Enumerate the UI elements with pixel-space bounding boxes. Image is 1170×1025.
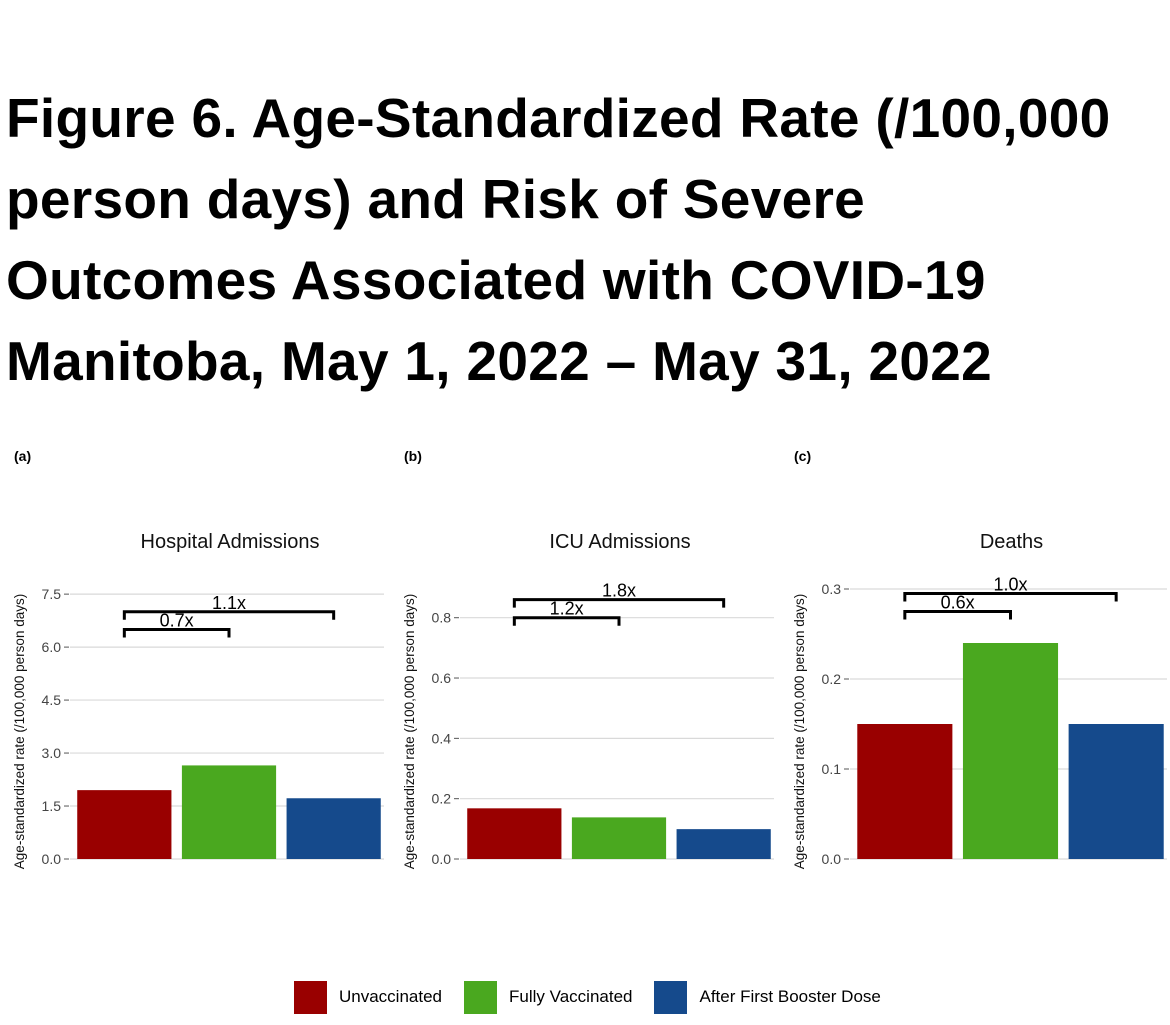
bracket-label: 0.6x — [941, 593, 975, 613]
bracket-line — [512, 616, 621, 626]
y-tick-label: 0.1 — [822, 761, 842, 777]
title-line: Figure 6. Age-Standardized Rate (/100,00… — [6, 87, 1111, 149]
y-tick-label: 0.4 — [432, 730, 452, 746]
bracket-line — [122, 627, 231, 638]
y-axis-label: Age-standardized rate (/100,000 person d… — [12, 594, 27, 869]
chart-title: Deaths — [980, 531, 1043, 553]
y-tick-label: 0.0 — [432, 851, 452, 867]
bar-after-first-booster-dose — [286, 798, 381, 859]
y-axis-label: Age-standardized rate (/100,000 person d… — [792, 594, 807, 869]
bracket-label: 1.8x — [602, 581, 636, 601]
bar-fully-vaccinated — [962, 643, 1059, 859]
chart-title: Hospital Admissions — [141, 531, 320, 553]
comparison-bracket: 1.8x — [512, 581, 726, 608]
bar-after-first-booster-dose — [1068, 724, 1164, 859]
panel-label: (a) — [14, 448, 32, 464]
panel-label: (b) — [404, 448, 422, 464]
legend-label: After First Booster Dose — [699, 987, 881, 1006]
comparison-bracket: 0.7x — [122, 610, 231, 638]
panel-deaths: (c) Deaths Age-standardized rate (/100,00… — [792, 440, 1170, 900]
bracket-label: 1.2x — [550, 599, 584, 619]
comparison-bracket: 1.2x — [512, 599, 621, 626]
y-tick-label: 7.5 — [42, 586, 62, 602]
bracket-label: 1.0x — [993, 575, 1027, 595]
y-tick-label: 0.2 — [432, 791, 452, 807]
legend-swatch — [654, 980, 688, 1014]
title-line: Manitoba, May 1, 2022 – May 31, 2022 — [6, 330, 993, 392]
y-tick-label: 0.0 — [42, 851, 62, 867]
bracket-line — [903, 610, 1012, 620]
title-line: person days) and Risk of Severe — [6, 168, 866, 230]
y-tick-label: 0.3 — [822, 581, 842, 597]
bracket-line — [903, 592, 1118, 602]
legend-item-booster: After First Booster Dose — [654, 980, 881, 1014]
comparison-bracket: 0.6x — [903, 593, 1012, 620]
figure-title: Figure 6. Age-Standardized Rate (/100,00… — [6, 78, 1166, 402]
y-axis-label: Age-standardized rate (/100,000 person d… — [402, 594, 417, 869]
chart-deaths: Deaths Age-standardized rate (/100,000 pe… — [792, 531, 1167, 869]
bar-fully-vaccinated — [571, 817, 667, 859]
y-tick-label: 0.2 — [822, 671, 842, 687]
y-tick-label: 0.6 — [432, 670, 452, 686]
y-tick-label: 4.5 — [42, 692, 62, 708]
legend-swatch — [464, 980, 498, 1014]
bracket-line — [122, 610, 336, 620]
y-tick-label: 3.0 — [42, 745, 62, 761]
y-tick-label: 1.5 — [42, 798, 62, 814]
panel-icu-admissions: (b) ICU Admissions Age-standardized rate … — [402, 440, 787, 900]
bracket-line — [512, 598, 726, 608]
bar-unvaccinated — [77, 790, 172, 859]
comparison-bracket: 1.1x — [122, 593, 336, 620]
title-line: Outcomes Associated with COVID-19 — [6, 249, 986, 311]
y-tick-label: 6.0 — [42, 639, 62, 655]
panel-hospital-admissions: (a) Hospital Admissions Age-standardized … — [12, 440, 397, 900]
chart-icu-admissions: ICU Admissions Age-standardized rate (/10… — [402, 531, 774, 869]
legend-label: Unvaccinated — [339, 987, 443, 1006]
panel-label: (c) — [794, 448, 812, 464]
bracket-label: 0.7x — [160, 610, 194, 630]
bar-unvaccinated — [467, 808, 562, 859]
bar-unvaccinated — [857, 724, 953, 859]
chart-hospital-admissions: Hospital Admissions Age-standardized rate… — [12, 531, 384, 869]
y-tick-label: 0.8 — [432, 610, 452, 626]
legend: Unvaccinated Fully Vaccinated After Firs… — [294, 980, 903, 1014]
legend-item-unvaccinated: Unvaccinated — [294, 980, 443, 1014]
bar-after-first-booster-dose — [676, 829, 771, 859]
chart-title: ICU Admissions — [549, 531, 690, 553]
comparison-bracket: 1.0x — [903, 575, 1118, 602]
bracket-label: 1.1x — [212, 593, 246, 613]
legend-swatch — [294, 980, 327, 1014]
legend-item-fully-vaccinated: Fully Vaccinated — [464, 980, 633, 1014]
legend-label: Fully Vaccinated — [509, 987, 633, 1006]
bar-fully-vaccinated — [181, 765, 277, 859]
y-tick-label: 0.0 — [822, 851, 842, 867]
